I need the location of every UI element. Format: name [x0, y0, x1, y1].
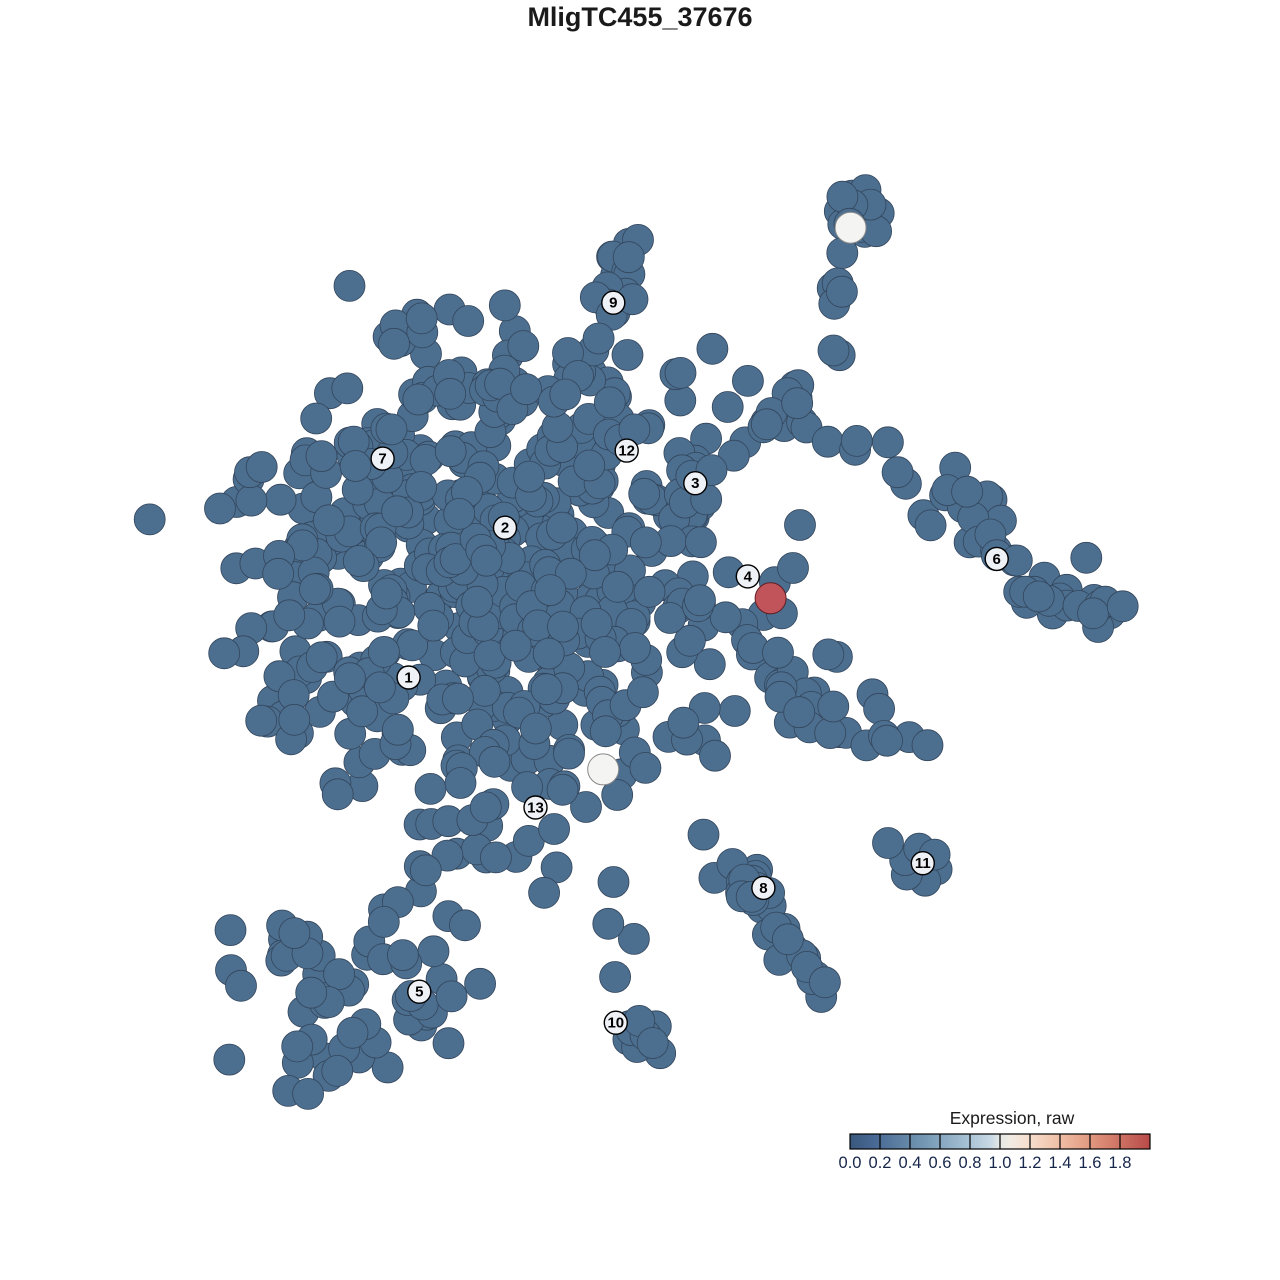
svg-text:8: 8: [759, 880, 767, 897]
svg-text:0.8: 0.8: [959, 1154, 982, 1172]
svg-text:5: 5: [415, 984, 423, 1001]
svg-text:13: 13: [527, 800, 544, 817]
svg-text:12: 12: [618, 443, 635, 460]
svg-text:1.6: 1.6: [1079, 1154, 1102, 1172]
svg-text:Expression, raw: Expression, raw: [950, 1108, 1075, 1128]
svg-text:3: 3: [691, 475, 699, 492]
svg-text:2: 2: [501, 520, 509, 537]
svg-text:4: 4: [744, 568, 753, 585]
svg-text:1.0: 1.0: [989, 1154, 1012, 1172]
svg-text:1.4: 1.4: [1049, 1154, 1072, 1172]
svg-text:0.6: 0.6: [929, 1154, 952, 1172]
svg-text:7: 7: [378, 451, 386, 468]
svg-text:0.4: 0.4: [899, 1154, 922, 1172]
svg-text:0.0: 0.0: [839, 1154, 862, 1172]
svg-text:1.2: 1.2: [1019, 1154, 1042, 1172]
svg-text:1.8: 1.8: [1109, 1154, 1132, 1172]
svg-text:9: 9: [609, 295, 617, 312]
svg-text:10: 10: [607, 1015, 624, 1032]
svg-text:0.2: 0.2: [869, 1154, 892, 1172]
svg-text:1: 1: [404, 670, 412, 687]
svg-text:11: 11: [915, 855, 931, 872]
svg-text:6: 6: [993, 551, 1001, 568]
